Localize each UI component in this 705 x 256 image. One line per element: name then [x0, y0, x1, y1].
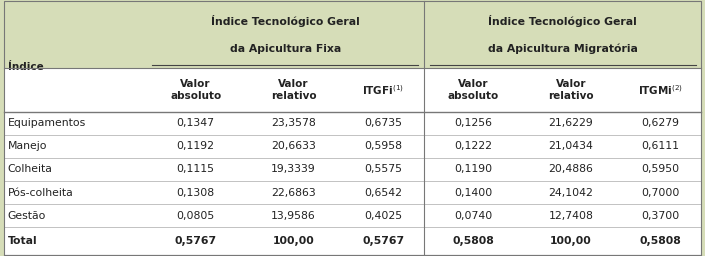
- Text: 0,4025: 0,4025: [364, 210, 403, 221]
- Text: 0,1222: 0,1222: [454, 141, 492, 152]
- Text: 0,6542: 0,6542: [364, 187, 403, 198]
- Text: 0,1256: 0,1256: [454, 118, 492, 129]
- Text: 19,3339: 19,3339: [271, 164, 316, 175]
- Text: 20,6633: 20,6633: [271, 141, 316, 152]
- Text: 0,5958: 0,5958: [364, 141, 403, 152]
- Text: 0,1400: 0,1400: [454, 187, 492, 198]
- Text: Valor
relativo: Valor relativo: [271, 79, 317, 101]
- Text: 0,1115: 0,1115: [177, 164, 215, 175]
- Text: 0,5767: 0,5767: [175, 236, 216, 246]
- Text: Gestão: Gestão: [8, 210, 46, 221]
- Text: Equipamentos: Equipamentos: [8, 118, 86, 129]
- Text: 12,7408: 12,7408: [548, 210, 594, 221]
- Text: 0,0740: 0,0740: [454, 210, 492, 221]
- Text: Total: Total: [8, 236, 37, 246]
- Text: 0,5808: 0,5808: [640, 236, 682, 246]
- Text: 0,5950: 0,5950: [642, 164, 680, 175]
- Bar: [4, 68, 701, 255]
- Text: Índice Tecnológico Geral: Índice Tecnológico Geral: [211, 15, 360, 27]
- Text: 0,1190: 0,1190: [454, 164, 492, 175]
- Text: da Apicultura Migratória: da Apicultura Migratória: [488, 44, 638, 54]
- Text: Colheita: Colheita: [8, 164, 53, 175]
- Text: Manejo: Manejo: [8, 141, 47, 152]
- Text: Pós-colheita: Pós-colheita: [8, 187, 73, 198]
- Text: 21,6229: 21,6229: [548, 118, 594, 129]
- Text: 0,6111: 0,6111: [642, 141, 680, 152]
- Text: Índice: Índice: [8, 62, 44, 72]
- Text: 21,0434: 21,0434: [548, 141, 594, 152]
- Text: 0,1308: 0,1308: [177, 187, 215, 198]
- Text: Valor
absoluto: Valor absoluto: [170, 79, 221, 101]
- Text: Valor
relativo: Valor relativo: [548, 79, 594, 101]
- Text: 0,5808: 0,5808: [452, 236, 494, 246]
- Text: 100,00: 100,00: [550, 236, 591, 246]
- Text: 0,7000: 0,7000: [642, 187, 680, 198]
- Text: 24,1042: 24,1042: [548, 187, 594, 198]
- Text: 0,6735: 0,6735: [364, 118, 403, 129]
- Text: 0,0805: 0,0805: [176, 210, 215, 221]
- Text: 0,5575: 0,5575: [364, 164, 403, 175]
- Text: da Apicultura Fixa: da Apicultura Fixa: [230, 44, 341, 54]
- Text: 0,1192: 0,1192: [177, 141, 215, 152]
- Text: 100,00: 100,00: [273, 236, 314, 246]
- Text: 20,4886: 20,4886: [548, 164, 594, 175]
- Text: ITGMi$^{(2)}$: ITGMi$^{(2)}$: [638, 83, 683, 97]
- Text: 0,5767: 0,5767: [362, 236, 405, 246]
- Text: 22,6863: 22,6863: [271, 187, 316, 198]
- Text: ITGFi$^{(1)}$: ITGFi$^{(1)}$: [362, 83, 404, 97]
- Text: 0,1347: 0,1347: [177, 118, 215, 129]
- Text: 0,3700: 0,3700: [642, 210, 680, 221]
- Text: Valor
absoluto: Valor absoluto: [448, 79, 498, 101]
- Text: 13,9586: 13,9586: [271, 210, 316, 221]
- Text: 0,6279: 0,6279: [642, 118, 680, 129]
- Text: 23,3578: 23,3578: [271, 118, 316, 129]
- Text: Índice Tecnológico Geral: Índice Tecnológico Geral: [489, 15, 637, 27]
